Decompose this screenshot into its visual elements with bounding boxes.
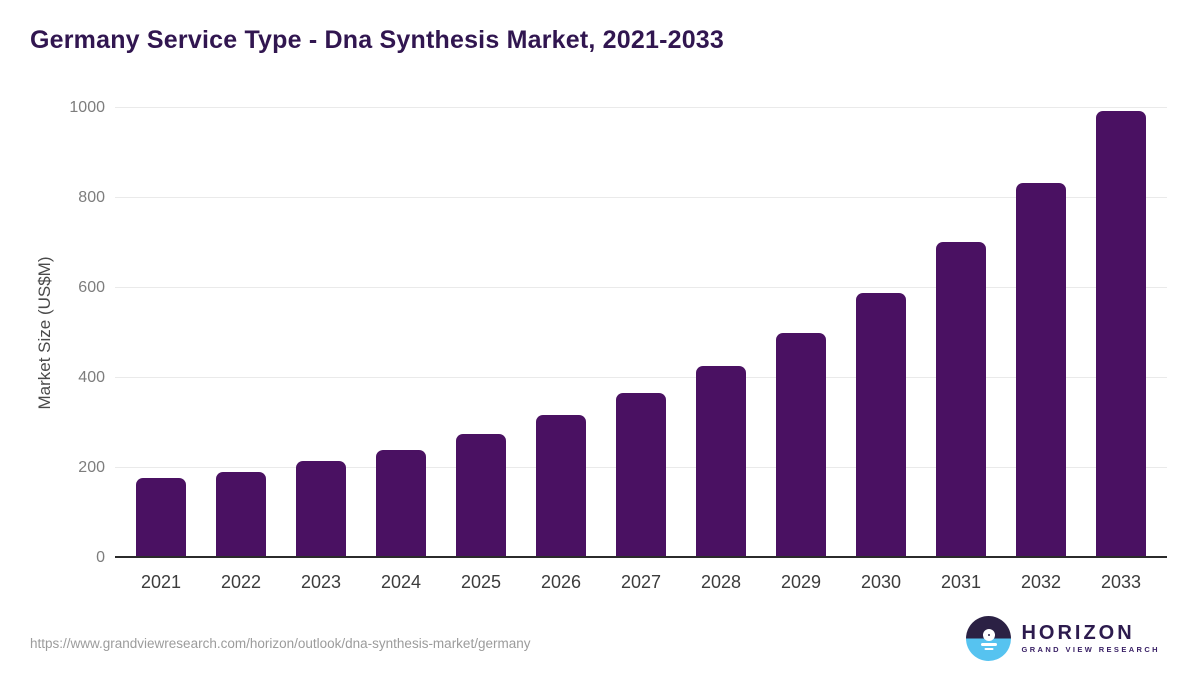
bar-2021 [136,478,186,558]
x-tick-label-2028: 2028 [700,572,742,592]
bar-column-2032: 2032 [1001,108,1081,592]
x-tick-label-2024: 2024 [380,572,422,592]
bar-2032 [1016,183,1066,558]
y-axis-title: Market Size (US$M) [35,256,54,410]
bar-2022 [216,471,266,558]
chart-title: Germany Service Type - Dna Synthesis Mar… [30,26,725,54]
bar-column-2026: 2026 [521,108,601,592]
plot-area: 2021 2022 2023 2024 2025 2026 2027 2028 2029 2030… [115,107,1167,592]
bar-column-2030: 2030 [841,108,921,592]
bar-2026 [536,415,586,558]
bar-column-2031: 2031 [921,108,1001,592]
bar-2024 [376,449,426,558]
logo-name: HORIZON [1021,622,1135,645]
y-tick-label-400: 400 [78,369,105,386]
x-tick-label-2022: 2022 [220,572,262,592]
bar-2030 [856,292,906,558]
x-tick-label-2025: 2025 [460,572,502,592]
gridline-400 [115,377,1167,378]
bar-2025 [456,434,506,558]
bar-2029 [776,333,826,558]
bar-column-2033: 2033 [1081,108,1161,592]
logo-text: HORIZON GRAND VIEW RESEARCH [1021,623,1160,654]
bar-column-2024: 2024 [361,108,441,592]
y-tick-label-1000: 1000 [69,99,105,116]
horizon-logo: HORIZON GRAND VIEW RESEARCH [966,616,1160,661]
logo-subtitle: GRAND VIEW RESEARCH [1021,645,1160,655]
gridline-800 [115,197,1167,198]
y-tick-label-600: 600 [78,279,105,296]
sun-icon [982,628,995,641]
y-tick-label-0: 0 [96,549,105,566]
x-tick-label-2023: 2023 [300,572,342,592]
x-tick-label-2032: 2032 [1020,572,1062,592]
bar-2031 [936,242,986,558]
bar-column-2025: 2025 [441,108,521,592]
bar-2028 [696,365,746,558]
y-axis-tick-labels: 0 200 400 600 800 1000 [55,99,105,566]
x-axis-line [115,556,1167,558]
bar-2023 [296,461,346,558]
source-url: https://www.grandviewresearch.com/horizo… [30,636,531,651]
x-tick-label-2021: 2021 [140,572,182,592]
x-tick-label-2027: 2027 [620,572,662,592]
bar-column-2029: 2029 [761,108,841,592]
x-tick-label-2031: 2031 [940,572,982,592]
x-tick-label-2030: 2030 [860,572,902,592]
bars: 2021 2022 2023 2024 2025 2026 2027 2028 2029 2030… [115,108,1167,592]
bar-column-2027: 2027 [601,108,681,592]
horizon-logo-icon [966,616,1012,661]
bar-column-2021: 2021 [121,108,201,592]
bar-column-2028: 2028 [681,108,761,592]
y-tick-label-800: 800 [78,189,105,206]
bar-2033 [1096,111,1146,558]
bar-2027 [616,392,666,558]
x-tick-label-2029: 2029 [780,572,822,592]
gridline-1000 [115,107,1167,108]
bar-column-2022: 2022 [201,108,281,592]
wave-line-icon [984,647,994,650]
gridline-600 [115,287,1167,288]
x-tick-label-2033: 2033 [1100,572,1142,592]
bar-column-2023: 2023 [281,108,361,592]
y-tick-label-200: 200 [78,459,105,476]
wave-line-icon [980,643,997,646]
x-tick-label-2026: 2026 [540,572,582,592]
